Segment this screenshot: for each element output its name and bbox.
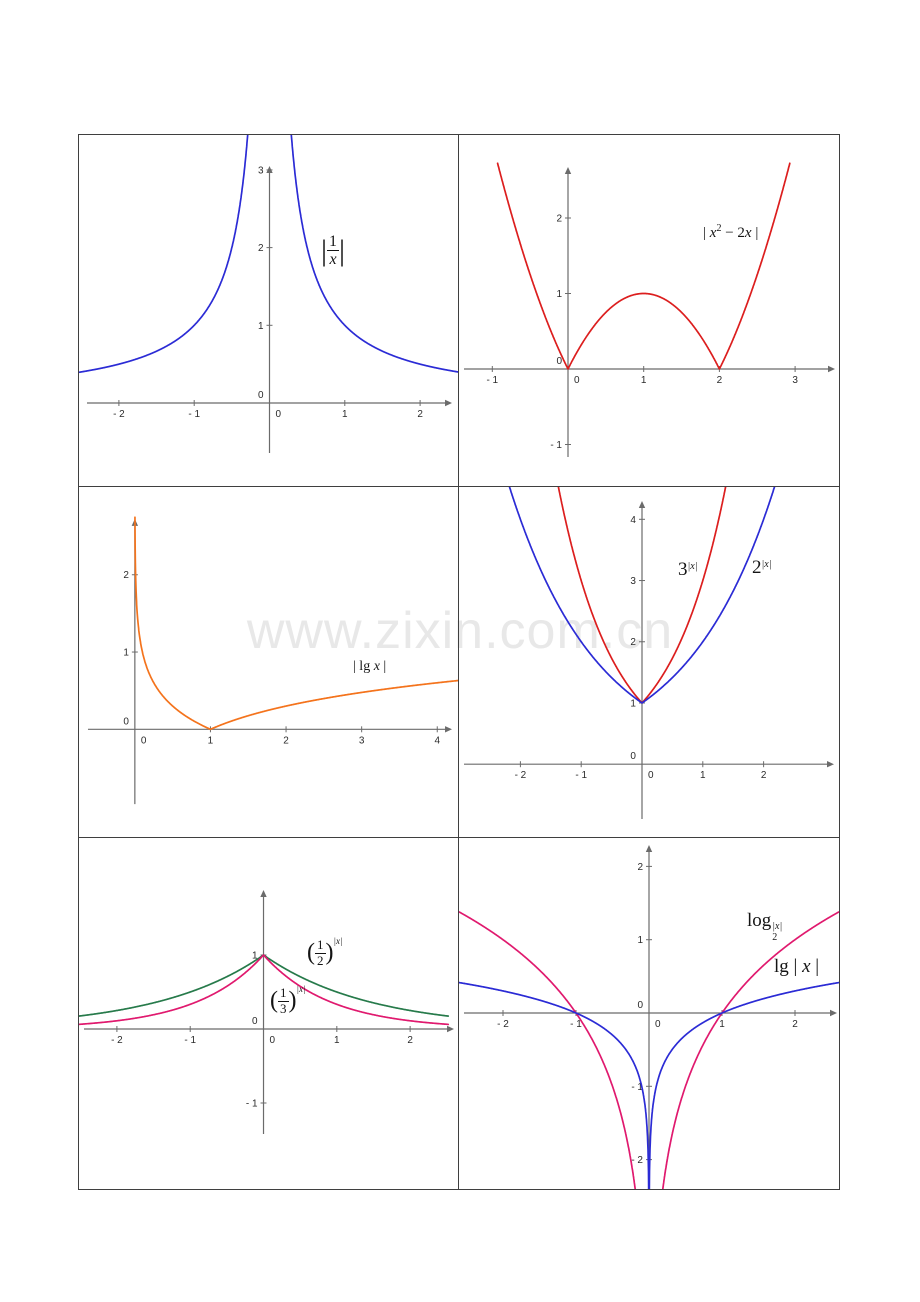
svg-text:- 2: - 2 bbox=[515, 770, 527, 781]
fn-label-third-pow: (1 3)|x| bbox=[270, 984, 306, 1016]
abs-bar: | bbox=[339, 233, 346, 267]
plot-exp-abs-canvas: - 2 - 1 1 2 1 2 3 4 0 0 bbox=[464, 487, 834, 820]
fn-label-abs-quadratic: | x2 − 2x | bbox=[703, 223, 759, 241]
panel-abs-quadratic: - 1 1 2 3 1 2 - 1 0 0 | x2 − 2x | bbox=[459, 135, 839, 487]
svg-text:1: 1 bbox=[208, 735, 214, 746]
fn-label-log2-abs: log |x| 2 bbox=[747, 910, 783, 943]
svg-text:1: 1 bbox=[637, 935, 643, 946]
watermark-text: www.zixin.com.cn bbox=[246, 602, 674, 660]
plot-abs-lg-canvas: 1 2 3 4 1 2 0 0 bbox=[87, 516, 458, 805]
plot-abs-reciprocal-canvas: - 2 - 1 1 2 1 2 3 00 bbox=[79, 135, 458, 453]
svg-text:- 2: - 2 bbox=[631, 1155, 643, 1166]
svg-text:1: 1 bbox=[641, 375, 647, 386]
svg-text:2: 2 bbox=[283, 735, 289, 746]
plot-exp-decay-abs-canvas: - 2- 1 1 21- 100 bbox=[79, 890, 455, 1134]
svg-text:2: 2 bbox=[407, 1035, 413, 1046]
svg-text:1: 1 bbox=[700, 770, 706, 781]
fn-label-half-pow: (1 2)|x| bbox=[307, 936, 343, 968]
svg-text:3: 3 bbox=[359, 735, 365, 746]
svg-text:0: 0 bbox=[556, 356, 562, 367]
svg-text:- 1: - 1 bbox=[246, 1098, 258, 1109]
svg-text:3: 3 bbox=[630, 576, 636, 587]
svg-text:2: 2 bbox=[556, 214, 562, 225]
svg-text:4: 4 bbox=[434, 735, 440, 746]
svg-text:1: 1 bbox=[556, 289, 562, 300]
svg-text:0: 0 bbox=[630, 751, 636, 762]
svg-text:- 1: - 1 bbox=[550, 440, 562, 451]
svg-text:- 1: - 1 bbox=[631, 1082, 643, 1093]
svg-text:1: 1 bbox=[258, 321, 264, 332]
fn-label-abs-lg: | lg x | bbox=[353, 659, 387, 674]
panel-abs-lg: 1 2 3 4 1 2 0 0 | lg x | bbox=[79, 487, 459, 838]
svg-text:2: 2 bbox=[717, 375, 723, 386]
plot-log-abs-canvas: - 2 - 1 1 2 2 1 - 1 - 2 0 0 bbox=[459, 845, 839, 1189]
svg-text:1: 1 bbox=[342, 409, 348, 420]
svg-text:- 1: - 1 bbox=[570, 1019, 582, 1030]
svg-text:0: 0 bbox=[269, 1035, 275, 1046]
svg-text:0: 0 bbox=[252, 1016, 258, 1027]
svg-text:1: 1 bbox=[719, 1019, 725, 1030]
svg-text:4: 4 bbox=[630, 515, 636, 526]
svg-text:- 2: - 2 bbox=[111, 1035, 123, 1046]
svg-text:3: 3 bbox=[792, 375, 798, 386]
svg-text:0: 0 bbox=[655, 1019, 661, 1030]
panel-exp-abs: - 2 - 1 1 2 1 2 3 4 0 0 3|x| 2|x| bbox=[459, 487, 839, 838]
abs-bar: | bbox=[321, 233, 328, 267]
svg-text:2: 2 bbox=[417, 409, 423, 420]
svg-text:- 1: - 1 bbox=[188, 409, 200, 420]
sub-sup-stack: |x| 2 bbox=[772, 921, 783, 943]
svg-text:- 2: - 2 bbox=[497, 1019, 509, 1030]
panel-log-abs: - 2 - 1 1 2 2 1 - 1 - 2 0 0 log |x| 2 lg | x | bbox=[459, 838, 839, 1189]
svg-text:1: 1 bbox=[123, 648, 129, 659]
svg-text:0: 0 bbox=[123, 716, 129, 727]
svg-text:2: 2 bbox=[123, 570, 129, 581]
svg-text:- 1: - 1 bbox=[184, 1035, 196, 1046]
svg-text:3: 3 bbox=[258, 165, 264, 176]
svg-text:0: 0 bbox=[637, 1000, 643, 1011]
svg-text:0: 0 bbox=[275, 409, 281, 420]
fn-label-lg-abs: lg | x | bbox=[774, 956, 820, 977]
svg-text:- 1: - 1 bbox=[575, 770, 587, 781]
svg-text:0: 0 bbox=[258, 390, 264, 401]
svg-text:1: 1 bbox=[334, 1035, 340, 1046]
svg-text:2: 2 bbox=[630, 637, 636, 648]
svg-text:- 2: - 2 bbox=[113, 409, 125, 420]
svg-text:0: 0 bbox=[574, 375, 580, 386]
svg-text:2: 2 bbox=[637, 862, 643, 873]
plot-abs-quadratic-canvas: - 1 1 2 3 1 2 - 1 0 0 bbox=[464, 162, 835, 457]
svg-text:1: 1 bbox=[252, 950, 258, 961]
fn-label-exp3: 3|x| bbox=[678, 559, 698, 580]
svg-text:1: 1 bbox=[630, 698, 636, 709]
fn-label-abs-reciprocal: | 1 x | bbox=[321, 233, 345, 269]
svg-text:2: 2 bbox=[258, 243, 264, 254]
svg-text:2: 2 bbox=[792, 1019, 798, 1030]
svg-text:2: 2 bbox=[761, 770, 767, 781]
svg-text:- 1: - 1 bbox=[486, 375, 498, 386]
svg-text:0: 0 bbox=[141, 735, 147, 746]
svg-text:0: 0 bbox=[648, 770, 654, 781]
fn-label-exp2: 2|x| bbox=[752, 557, 772, 578]
